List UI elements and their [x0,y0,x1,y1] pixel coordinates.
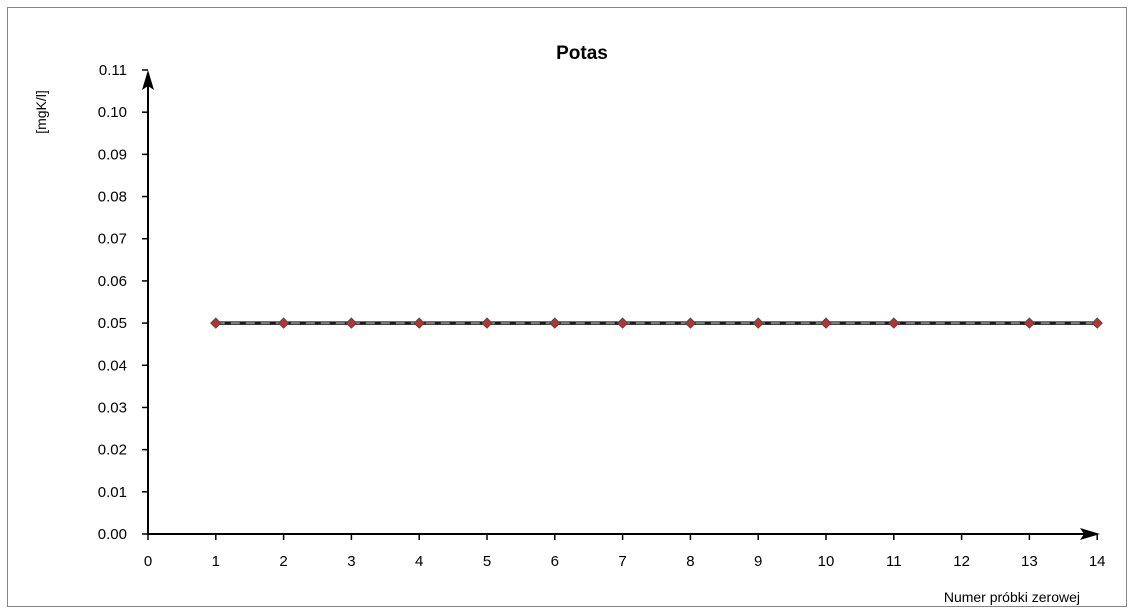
x-tick-label: 9 [754,553,762,570]
x-tick-label: 8 [686,553,694,570]
y-tick-label: 0.02 [98,442,127,459]
y-axis-arrow [142,70,154,90]
y-tick-label: 0.01 [98,484,127,501]
data-point-marker [820,317,832,329]
x-tick-label: 1 [212,553,220,570]
x-tick-label: 2 [279,553,287,570]
y-tick-label: 0.03 [98,399,127,416]
y-axis-title: [mgK/l] [33,90,49,134]
chart-title: Potas [556,43,608,64]
x-axis-title: Numer próbki zerowej [944,589,1080,605]
y-tick-label: 0.05 [98,315,127,332]
y-tick-label: 0.09 [98,146,127,163]
x-axis-arrow [1080,528,1100,540]
data-point-marker [752,317,764,329]
x-tick-label: 13 [1021,553,1038,570]
data-point-marker [413,317,425,329]
data-point-marker [1091,317,1103,329]
x-tick-label: 6 [551,553,559,570]
y-tick-label: 0.06 [98,273,127,290]
x-tick-label: 4 [415,553,423,570]
x-tick-label: 3 [347,553,355,570]
y-tick-label: 0.11 [99,62,127,79]
chart-frame [7,7,1127,607]
data-point-marker [684,317,697,329]
data-point-marker [210,317,222,329]
x-tick-label: 11 [886,553,902,570]
x-tick-label: 7 [618,553,626,570]
y-tick-label: 0.08 [98,189,127,206]
data-point-marker [277,317,290,329]
y-tick-label: 0.07 [98,231,127,248]
data-point-marker [616,317,629,329]
x-tick-label: 10 [818,553,835,570]
y-tick-label: 0.00 [98,526,127,543]
data-point-marker [549,317,561,329]
x-tick-label: 14 [1089,553,1106,570]
x-tick-label: 5 [483,553,491,570]
data-point-marker [481,317,493,329]
y-tick-label: 0.10 [98,104,127,121]
data-point-marker [1023,317,1036,329]
y-tick-label: 0.04 [98,357,127,374]
data-point-marker [345,317,358,329]
x-tick-label: 12 [953,553,970,570]
x-tick-label: 0 [144,553,152,570]
data-point-marker [888,317,900,329]
